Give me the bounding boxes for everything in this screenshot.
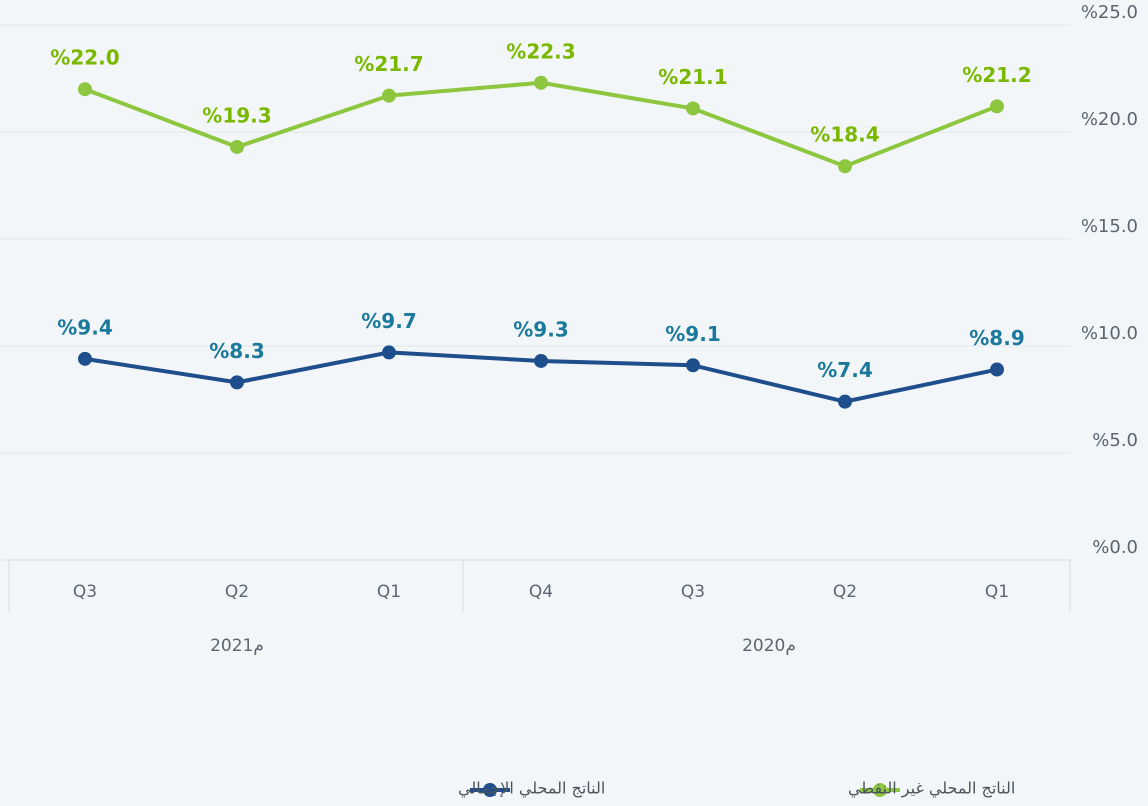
data-label: %22.3	[506, 39, 575, 63]
data-label: %9.3	[513, 317, 568, 341]
data-point	[382, 345, 396, 360]
data-label: %9.1	[665, 322, 720, 346]
data-point	[990, 362, 1004, 377]
group-label: 2020م	[742, 636, 796, 656]
data-point	[230, 139, 244, 154]
data-label: %9.7	[361, 309, 416, 333]
x-tick-label: Q4	[529, 582, 553, 602]
data-point	[534, 75, 548, 90]
x-tick-label: Q1	[377, 582, 401, 602]
data-label: %8.9	[969, 326, 1024, 350]
data-label: %18.4	[810, 123, 879, 147]
x-tick-label: Q3	[681, 582, 705, 602]
data-point	[686, 101, 700, 116]
data-label: %21.2	[962, 63, 1031, 87]
data-label: %21.1	[658, 65, 727, 89]
data-label: %8.3	[209, 339, 264, 363]
y-tick-label: %20.0	[1081, 109, 1138, 130]
y-tick-label: %15.0	[1081, 216, 1138, 237]
data-point	[838, 394, 852, 409]
legend-marker	[483, 783, 497, 797]
x-tick-label: Q1	[985, 582, 1009, 602]
data-point	[78, 351, 92, 366]
data-point	[382, 88, 396, 103]
y-tick-label: %25.0	[1081, 2, 1138, 23]
legend-marker	[873, 783, 887, 797]
data-label: %21.7	[354, 52, 423, 76]
y-tick-label: %0.0	[1092, 537, 1138, 558]
legend-label: الناتج المحلي غير النفطي	[848, 779, 1015, 799]
y-tick-label: %5.0	[1092, 430, 1138, 451]
legend-label: الناتج المحلي الإجمالي	[458, 779, 605, 799]
data-point	[534, 353, 548, 368]
data-point	[230, 375, 244, 390]
data-label: %7.4	[817, 358, 872, 382]
y-tick-label: %10.0	[1081, 323, 1138, 344]
x-tick-label: Q2	[225, 582, 249, 602]
x-tick-label: Q2	[833, 582, 857, 602]
data-label: %19.3	[202, 103, 271, 127]
data-point	[990, 99, 1004, 114]
data-point	[78, 82, 92, 97]
data-point	[838, 159, 852, 174]
data-point	[686, 358, 700, 373]
data-label: %9.4	[57, 315, 112, 339]
group-label: 2021م	[210, 636, 264, 656]
x-tick-label: Q3	[73, 582, 97, 602]
data-label: %22.0	[50, 46, 119, 70]
